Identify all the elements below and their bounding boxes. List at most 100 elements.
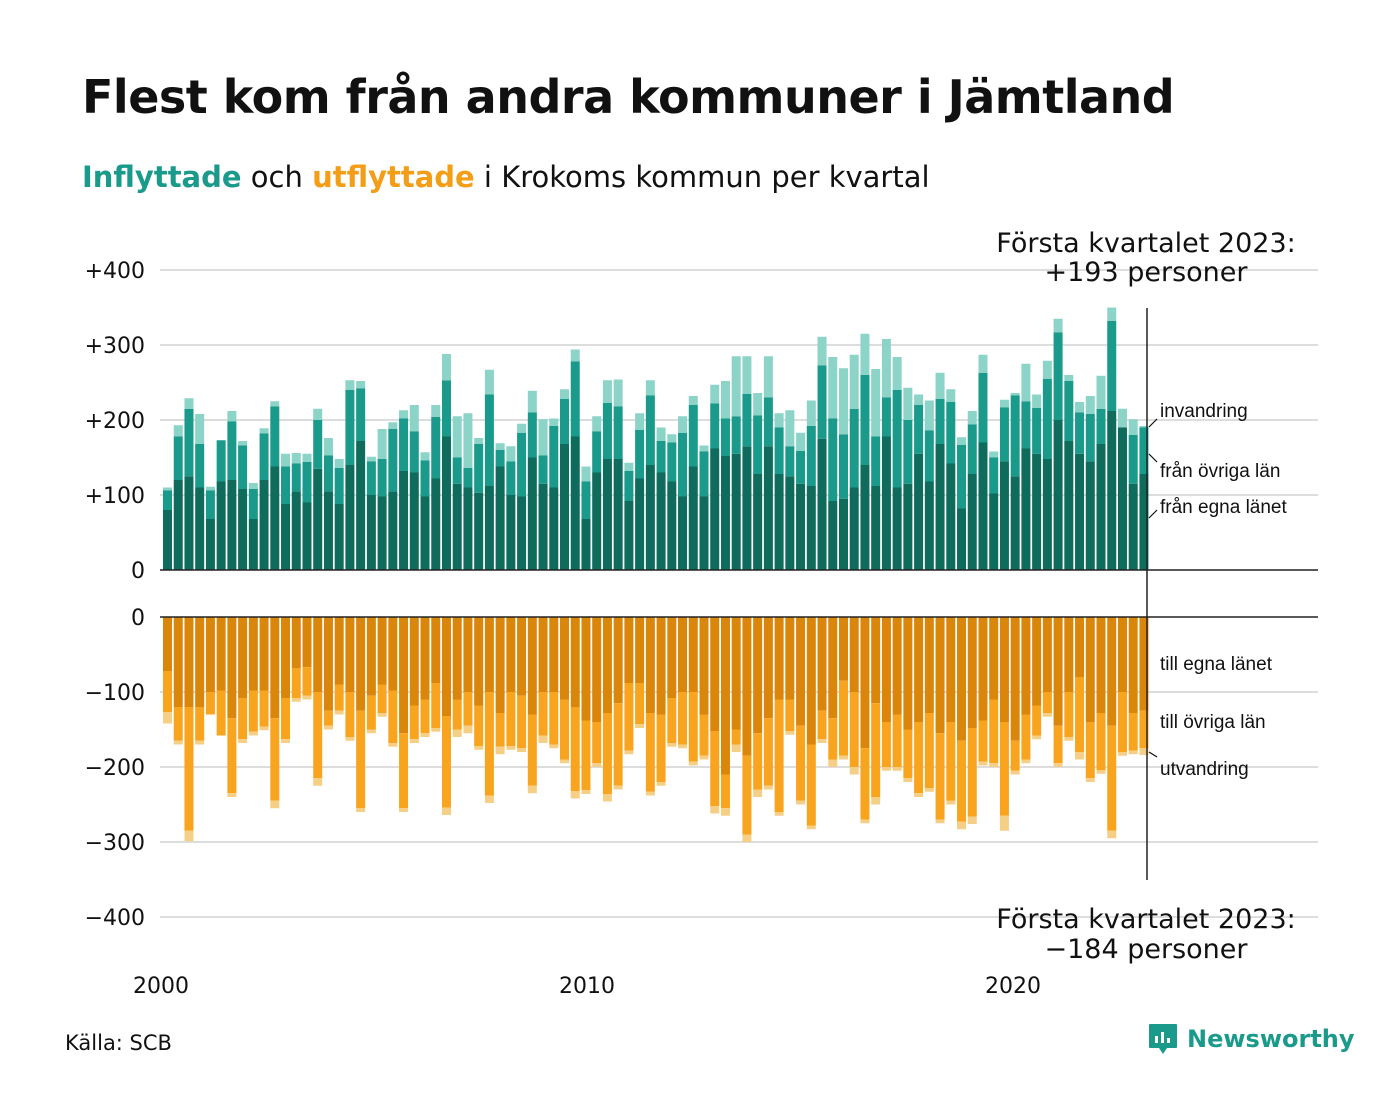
inflow-immigration-bar — [699, 445, 709, 452]
outflow-own-bar — [678, 617, 688, 692]
brand-name: Newsworthy — [1187, 1025, 1355, 1053]
inflow-immigration-bar — [1010, 393, 1020, 396]
outflow-own-bar — [270, 617, 280, 719]
inflow-other-bar — [688, 405, 698, 467]
inflow-other-bar — [710, 403, 720, 449]
inflow-own-bar — [999, 461, 1009, 570]
inflow-other-bar — [602, 402, 612, 459]
inflow-immigration-bar — [388, 422, 398, 429]
inflow-immigration-bar — [281, 453, 291, 467]
inflow-immigration-bar — [441, 354, 451, 381]
outflow-own-bar — [1032, 617, 1042, 706]
inflow-other-bar — [431, 417, 441, 479]
outflow-other-bar — [259, 690, 269, 727]
outflow-other-bar — [1021, 714, 1031, 760]
outflow-emigration-bar — [624, 750, 634, 755]
outflow-emigration-bar — [924, 788, 934, 792]
outflow-other-bar — [602, 713, 612, 794]
inflow-other-bar — [377, 459, 387, 497]
inflow-immigration-bar — [613, 379, 623, 407]
outflow-own-bar — [924, 617, 934, 713]
outflow-own-bar — [173, 617, 183, 707]
inflow-other-bar — [1128, 435, 1138, 484]
inflow-own-bar — [538, 483, 548, 570]
outflow-other-bar — [924, 713, 934, 788]
inflow-own-bar — [420, 496, 430, 570]
subtitle: Inflyttade och utflyttade i Krokoms komm… — [82, 160, 930, 194]
outflow-emigration-bar — [1128, 750, 1138, 755]
outflow-own-bar — [506, 617, 516, 692]
outflow-emigration-bar — [1075, 752, 1085, 760]
inflow-own-bar — [474, 492, 484, 570]
outflow-emigration-bar — [828, 759, 838, 767]
inflow-own-bar — [1139, 474, 1149, 570]
outflow-emigration-bar — [967, 816, 977, 824]
inflow-immigration-bar — [645, 380, 655, 396]
page-title: Flest kom från andra kommuner i Jämtland — [82, 70, 1175, 124]
outflow-own-bar — [742, 617, 752, 756]
outflow-own-bar — [592, 617, 602, 722]
inflow-other-bar — [592, 431, 602, 473]
outflow-other-bar — [1139, 710, 1149, 749]
outflow-series-label: till övriga län — [1160, 712, 1266, 733]
inflow-other-bar — [838, 434, 848, 499]
inflow-own-bar — [560, 444, 570, 570]
inflow-own-bar — [914, 453, 924, 570]
outflow-own-bar — [216, 617, 226, 691]
outflow-own-bar — [1021, 617, 1031, 715]
outflow-emigration-bar — [323, 725, 333, 730]
inflow-other-bar — [409, 431, 419, 473]
inflow-immigration-bar — [538, 419, 548, 456]
outflow-own-bar — [849, 617, 859, 692]
outflow-emigration-bar — [957, 821, 967, 830]
outflow-emigration-bar — [806, 825, 816, 830]
outflow-own-bar — [656, 617, 666, 715]
outflow-other-bar — [463, 692, 473, 726]
outflow-own-bar — [345, 617, 355, 692]
outflow-emigration-bar — [710, 806, 720, 814]
inflow-immigration-bar — [195, 414, 205, 444]
outflow-other-bar — [431, 683, 441, 728]
inflow-own-bar — [838, 498, 848, 570]
inflow-other-bar — [678, 432, 688, 497]
outflow-other-bar — [871, 703, 881, 797]
outflow-emigration-bar — [978, 761, 988, 766]
outflow-own-bar — [1010, 617, 1020, 741]
outflow-own-bar — [796, 617, 806, 726]
outflow-emigration-bar — [441, 807, 451, 815]
y-tick-label-bottom: 0 — [131, 606, 145, 631]
outflow-other-bar — [409, 705, 419, 740]
outflow-own-bar — [302, 617, 312, 668]
outflow-own-bar — [441, 617, 451, 716]
inflow-own-bar — [871, 486, 881, 570]
inflow-other-bar — [484, 394, 494, 486]
outflow-emigration-bar — [763, 785, 773, 790]
inflow-immigration-bar — [1042, 360, 1052, 379]
inflow-other-bar — [570, 361, 580, 437]
outflow-own-bar — [334, 617, 344, 685]
subtitle-outflow: utflyttade — [312, 160, 475, 194]
outflow-own-bar — [323, 617, 333, 711]
outflow-own-bar — [710, 617, 720, 731]
inflow-own-bar — [270, 466, 280, 570]
inflow-other-bar — [345, 390, 355, 465]
inflow-immigration-bar — [463, 413, 473, 468]
outflow-own-bar — [978, 617, 988, 721]
outflow-other-bar — [227, 718, 237, 794]
outflow-emigration-bar — [999, 815, 1009, 831]
inflow-own-bar — [1096, 444, 1106, 570]
outflow-emigration-bar — [388, 743, 398, 747]
inflow-other-bar — [613, 406, 623, 459]
inflow-other-bar — [195, 444, 205, 488]
outflow-other-bar — [399, 733, 409, 809]
outflow-other-bar — [796, 725, 806, 801]
inflow-own-bar — [570, 436, 580, 570]
inflow-own-bar — [828, 501, 838, 570]
outflow-own-bar — [688, 617, 698, 692]
inflow-own-bar — [592, 472, 602, 570]
inflow-series-label: invandring — [1160, 401, 1248, 422]
inflow-own-bar — [613, 459, 623, 570]
outflow-emigration-bar — [281, 739, 291, 743]
inflow-own-bar — [259, 480, 269, 570]
inflow-immigration-bar — [1032, 394, 1042, 408]
